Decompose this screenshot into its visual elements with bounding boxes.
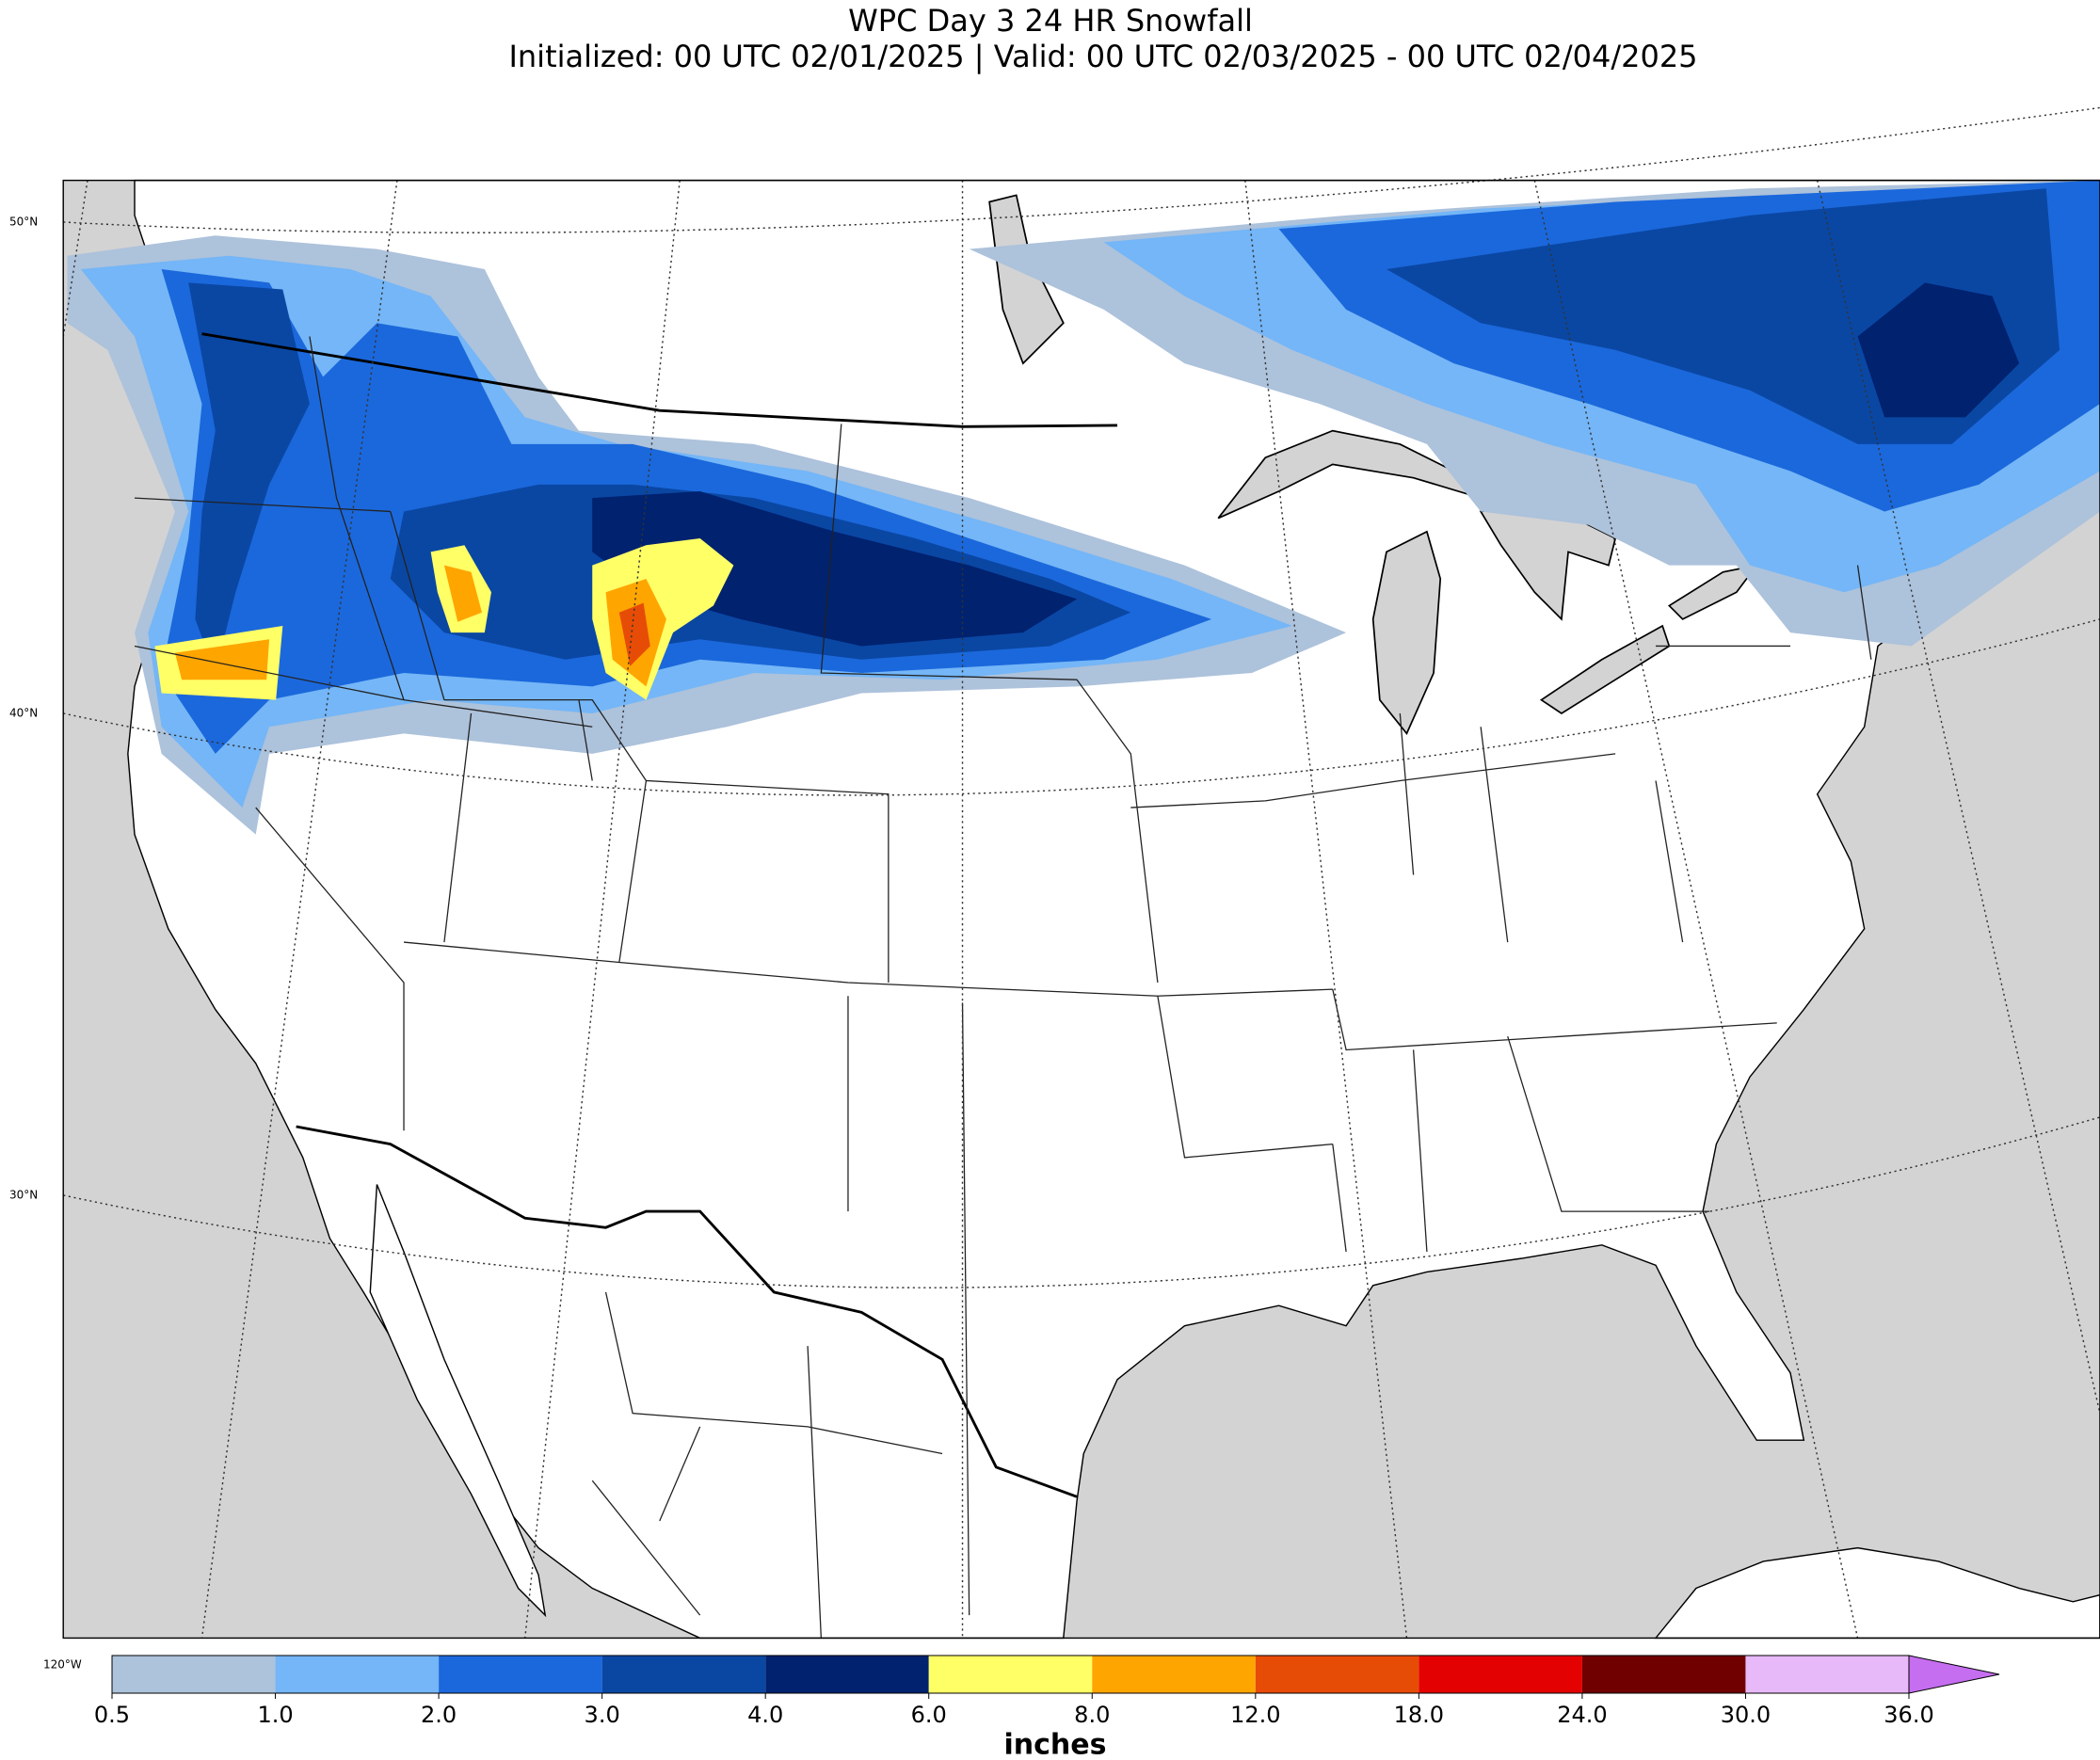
colorbar-segment bbox=[1092, 1656, 1256, 1693]
colorbar-segment bbox=[439, 1656, 602, 1693]
borders bbox=[134, 332, 1872, 1639]
colorbar-tick-label: 0.5 bbox=[94, 1702, 130, 1728]
colorbar-tick-label: 30.0 bbox=[1721, 1702, 1771, 1728]
colorbar-segment bbox=[601, 1656, 766, 1693]
snow-area bbox=[188, 282, 310, 674]
colorbar-segment bbox=[1419, 1656, 1582, 1693]
colorbar: 0.5 1.0 2.0 3.0 4.0 6.0 8.0 12.0 18.0 24.0 30.0 36.… bbox=[94, 1655, 2000, 1728]
snow-area bbox=[1857, 282, 2020, 418]
colorbar-segment bbox=[928, 1656, 1093, 1693]
colorbar-segment bbox=[112, 1656, 276, 1693]
lake-michigan bbox=[1371, 530, 1442, 736]
lat-label: 50°N bbox=[9, 216, 38, 229]
map-labels: 50°N 40°N 30°N 120°W bbox=[9, 216, 82, 1672]
colorbar-tick-label: 8.0 bbox=[1074, 1702, 1110, 1728]
colorbar-tick-label: 18.0 bbox=[1394, 1702, 1444, 1728]
colorbar-segment bbox=[275, 1656, 440, 1693]
snow-area bbox=[174, 639, 270, 680]
colorbar-extension bbox=[1908, 1655, 2000, 1694]
lake-winnipeg bbox=[988, 194, 1065, 365]
snow-area bbox=[618, 602, 650, 666]
baja bbox=[369, 1184, 547, 1618]
graticule bbox=[62, 106, 2100, 1639]
lat-label: 30°N bbox=[9, 1189, 38, 1202]
colorbar-segment bbox=[1745, 1656, 1909, 1693]
colorbar-tick-label: 12.0 bbox=[1230, 1702, 1280, 1728]
lake-ontario bbox=[1667, 564, 1759, 620]
lat-label: 40°N bbox=[9, 707, 38, 720]
colorbar-tick-label: 3.0 bbox=[585, 1702, 620, 1728]
colorbar-outline bbox=[111, 1655, 1910, 1694]
colorbar-tick-label: 1.0 bbox=[257, 1702, 293, 1728]
subtitle: Initialized: 00 UTC 02/01/2025 | Valid: … bbox=[508, 39, 1697, 74]
lon-label: 120°W bbox=[43, 1658, 82, 1672]
snowfall bbox=[67, 180, 2100, 835]
title: WPC Day 3 24 HR Snowfall bbox=[848, 3, 1253, 39]
colorbar-tick-label: 24.0 bbox=[1557, 1702, 1607, 1728]
snow-area bbox=[443, 565, 482, 622]
colorbar-label: inches bbox=[1004, 1729, 1107, 1760]
map bbox=[62, 106, 2100, 1640]
colorbar-segment bbox=[1255, 1656, 1419, 1693]
colorbar-tick-label: 2.0 bbox=[421, 1702, 457, 1728]
colorbar-segment bbox=[765, 1656, 929, 1693]
colorbar-tick-label: 36.0 bbox=[1884, 1702, 1933, 1728]
colorbar-segment bbox=[1581, 1656, 1746, 1693]
colorbar-tick-label: 6.0 bbox=[911, 1702, 947, 1728]
snow-area bbox=[592, 490, 1078, 647]
colorbar-tick-label: 4.0 bbox=[747, 1702, 783, 1728]
